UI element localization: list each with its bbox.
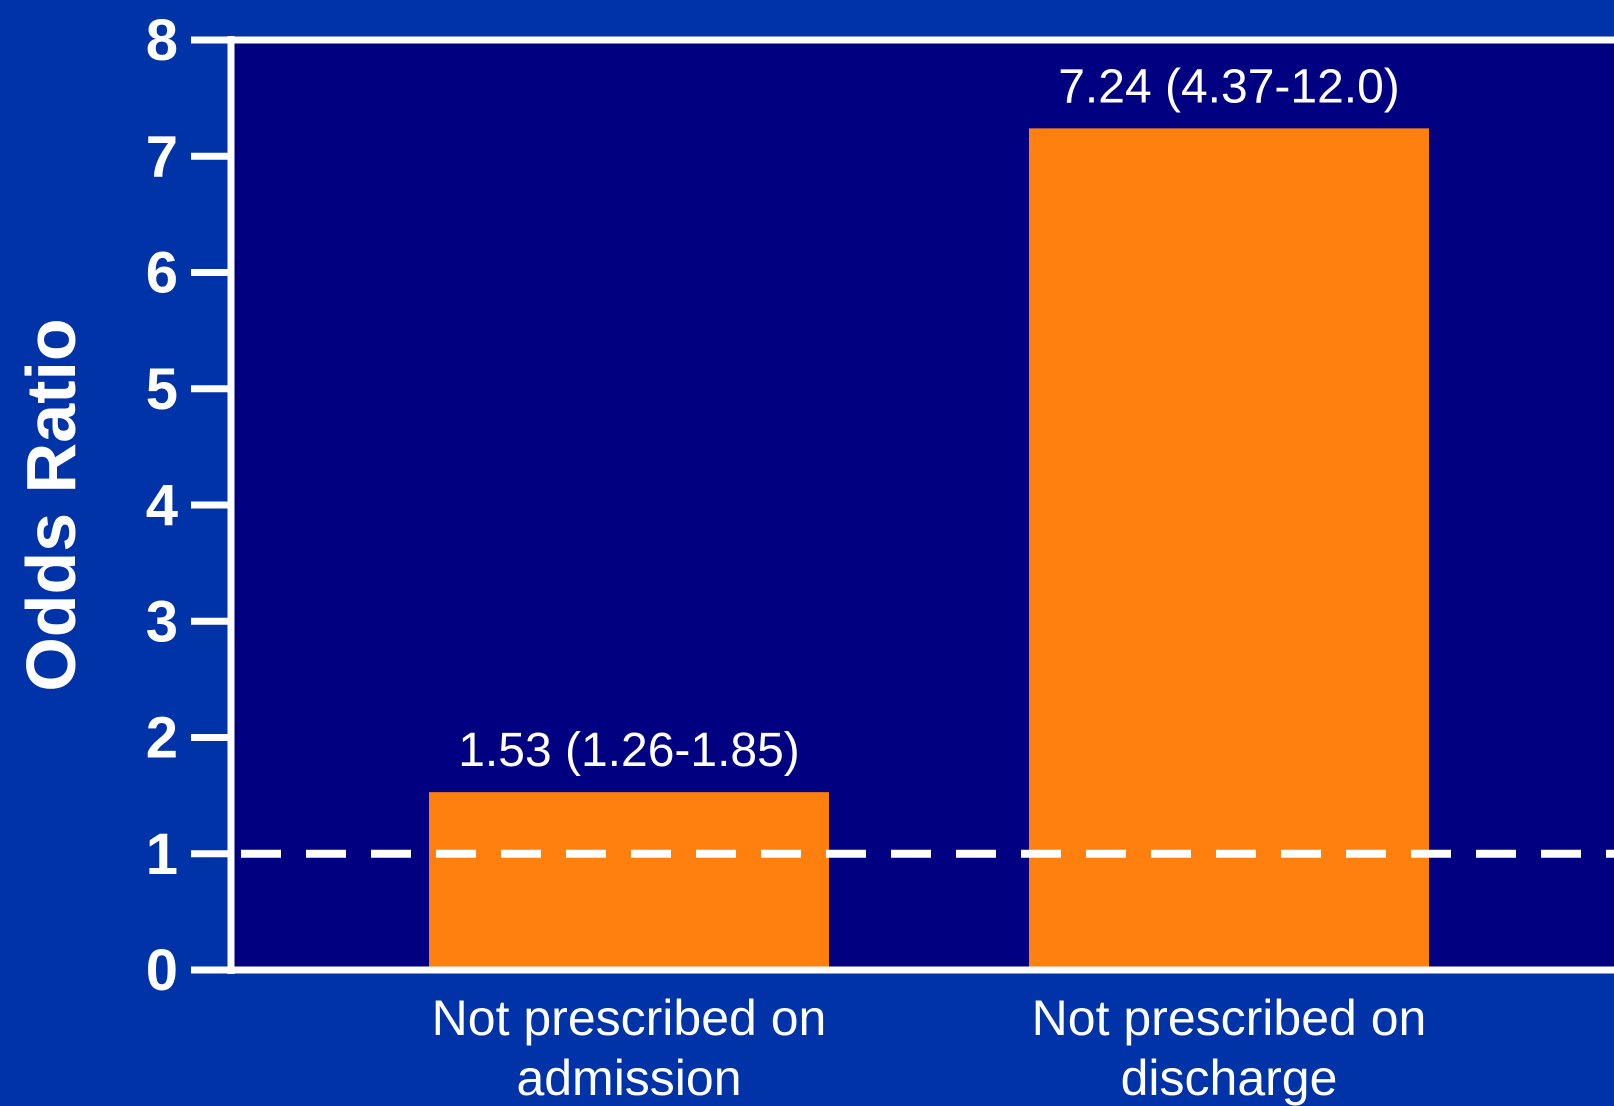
category-label-0: Not prescribed on admission <box>432 990 827 1106</box>
y-tick-label-1: 1 <box>146 822 178 887</box>
y-axis-title: Odds Ratio <box>12 318 90 691</box>
category-label-1: Not prescribed on discharge <box>1032 990 1427 1106</box>
data-label-0: 1.53 (1.26-1.85) <box>458 724 800 777</box>
y-tick-label-6: 6 <box>146 241 178 306</box>
y-tick-label-8: 8 <box>146 8 178 73</box>
y-tick-label-2: 2 <box>146 706 178 771</box>
bar-0 <box>429 792 829 970</box>
y-tick-label-4: 4 <box>146 473 178 538</box>
y-tick-label-3: 3 <box>146 589 178 654</box>
y-tick-label-0: 0 <box>146 938 178 1003</box>
y-tick-label-5: 5 <box>146 357 178 422</box>
y-tick-label-7: 7 <box>146 124 178 189</box>
bar-1 <box>1029 128 1429 971</box>
data-label-1: 7.24 (4.37-12.0) <box>1058 60 1400 113</box>
